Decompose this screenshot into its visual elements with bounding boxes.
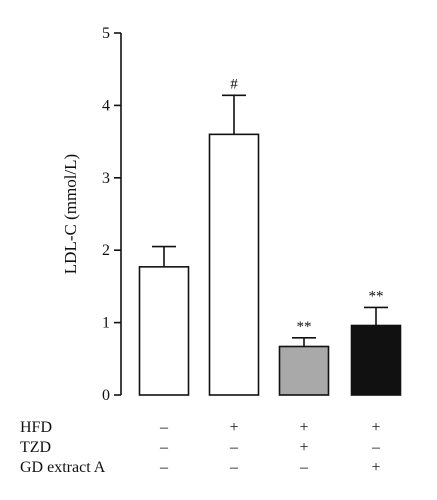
significance-label-4: ** xyxy=(369,288,384,304)
bar-4 xyxy=(350,324,402,396)
bar-2 xyxy=(208,133,260,396)
significance-label-3: ** xyxy=(297,319,312,335)
y-tick-label: 4 xyxy=(102,97,110,114)
treatment-sign: + xyxy=(371,459,380,476)
y-tick-label: 2 xyxy=(102,242,110,259)
treatment-sign: – xyxy=(229,439,239,456)
y-axis-title: LDL-C (mmol/L) xyxy=(61,154,80,274)
y-tick-label: 3 xyxy=(102,170,110,187)
treatment-sign: – xyxy=(159,439,169,456)
treatment-sign: – xyxy=(159,459,169,476)
y-tick-label: 5 xyxy=(102,25,110,42)
treatment-row-label: GD extract A xyxy=(20,459,106,476)
treatment-row-label: HFD xyxy=(20,419,52,436)
treatment-sign: – xyxy=(299,459,309,476)
treatment-sign: + xyxy=(229,419,238,436)
treatment-sign: + xyxy=(299,439,308,456)
treatment-sign: – xyxy=(371,439,381,456)
y-tick-label: 0 xyxy=(102,387,110,404)
treatment-sign: – xyxy=(159,419,169,436)
significance-label-2: # xyxy=(230,76,238,92)
bar-1 xyxy=(138,266,190,396)
treatment-sign: – xyxy=(229,459,239,476)
treatment-row-label: TZD xyxy=(20,439,51,456)
treatment-sign: + xyxy=(299,419,308,436)
bar-3 xyxy=(278,345,330,396)
treatment-sign: + xyxy=(371,419,380,436)
y-tick-label: 1 xyxy=(102,315,110,332)
